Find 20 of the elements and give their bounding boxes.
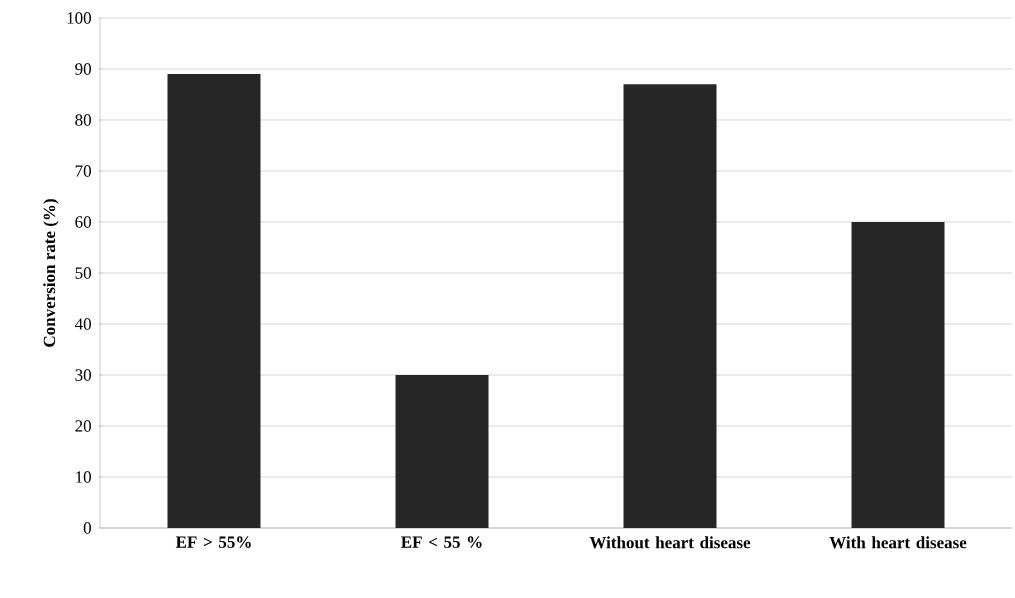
y-tick-label: 60	[75, 216, 91, 228]
y-tick-label: 50	[75, 267, 91, 279]
y-tick-label: 10	[76, 471, 91, 483]
y-tick-label: 90	[75, 63, 91, 75]
y-tick-label: 20	[75, 420, 91, 432]
y-tick-label: 70	[75, 165, 91, 177]
y-tick-label: 30	[75, 369, 91, 381]
bar	[167, 74, 261, 528]
bar	[851, 222, 945, 528]
bar	[623, 84, 717, 528]
bar	[395, 375, 489, 528]
y-tick-label: 40	[74, 318, 91, 330]
y-tick-label: 80	[75, 114, 91, 126]
y-tick-label: 100	[67, 12, 91, 24]
y-axis-title: Conversion rate (%)	[43, 199, 59, 347]
x-tick-label: With heart disease	[829, 536, 967, 549]
x-tick-label: EF < 55 %	[401, 536, 482, 548]
x-tick-label: EF > 55%	[175, 536, 251, 548]
x-tick-label: Without heart disease	[589, 536, 751, 549]
y-tick-label: 0	[83, 522, 91, 534]
